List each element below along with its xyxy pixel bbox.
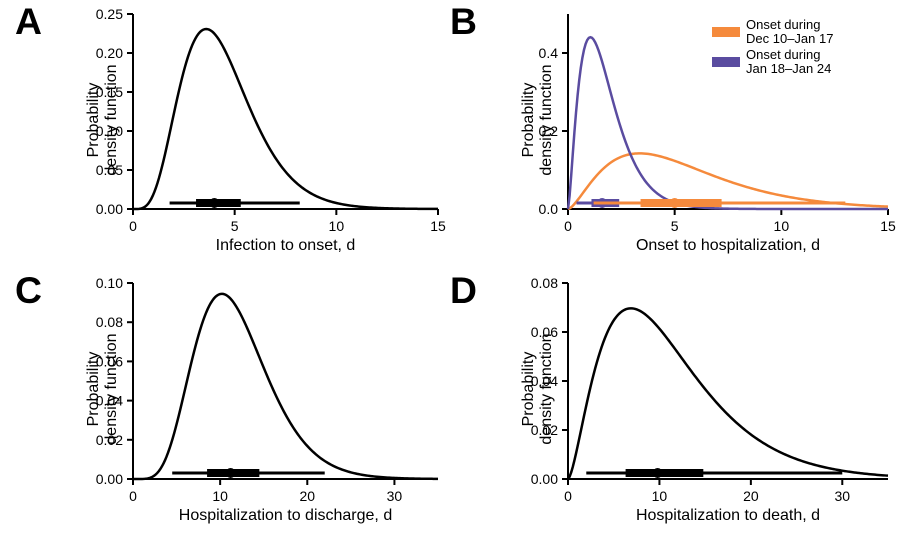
legend-B: Onset duringDec 10–Jan 17Onset duringJan… <box>712 18 833 78</box>
xlabel-D: Hospitalization to death, d <box>568 507 888 525</box>
svg-text:0.00: 0.00 <box>531 471 558 487</box>
legend-item: Onset duringDec 10–Jan 17 <box>712 18 833 46</box>
svg-text:0: 0 <box>129 218 137 234</box>
svg-text:30: 30 <box>387 488 403 504</box>
legend-swatch <box>712 27 740 37</box>
svg-text:5: 5 <box>671 218 679 234</box>
svg-text:20: 20 <box>743 488 759 504</box>
svg-text:5: 5 <box>231 218 239 234</box>
svg-text:30: 30 <box>834 488 850 504</box>
plot-svg-C: 01020300.000.020.040.060.080.10 <box>15 269 450 539</box>
svg-text:0: 0 <box>129 488 137 504</box>
panel-letter-B: B <box>450 0 477 43</box>
svg-text:10: 10 <box>774 218 790 234</box>
svg-text:0.0: 0.0 <box>539 201 559 217</box>
svg-text:0.4: 0.4 <box>539 45 559 61</box>
svg-text:15: 15 <box>880 218 896 234</box>
panel-B: B0510150.00.20.4Probabilitydensity funct… <box>450 0 900 269</box>
legend-swatch <box>712 57 740 67</box>
curve-C-pdf <box>133 294 438 479</box>
svg-text:0: 0 <box>564 218 572 234</box>
svg-text:20: 20 <box>299 488 315 504</box>
legend-label: Onset duringDec 10–Jan 17 <box>746 18 833 46</box>
panel-A: A0510150.000.050.100.150.200.25Probabili… <box>15 0 450 269</box>
ylabel-D: Probabilitydensity function <box>520 329 556 449</box>
svg-text:0.08: 0.08 <box>531 275 558 291</box>
figure-grid: A0510150.000.050.100.150.200.25Probabili… <box>0 0 900 539</box>
plot-svg-D: 01020300.000.020.040.060.08 <box>450 269 900 539</box>
svg-text:0.00: 0.00 <box>96 201 123 217</box>
panel-C: C01020300.000.020.040.060.080.10Probabil… <box>15 269 450 539</box>
svg-text:10: 10 <box>212 488 228 504</box>
panel-D: D01020300.000.020.040.060.08Probabilityd… <box>450 269 900 539</box>
legend-label: Onset duringJan 18–Jan 24 <box>746 48 831 76</box>
svg-text:15: 15 <box>430 218 446 234</box>
svg-text:0.20: 0.20 <box>96 45 123 61</box>
ylabel-A: Probabilitydensity function <box>85 60 121 180</box>
svg-text:0: 0 <box>564 488 572 504</box>
svg-text:0.00: 0.00 <box>96 471 123 487</box>
axes-D <box>568 283 888 479</box>
panel-letter-D: D <box>450 269 477 312</box>
axes-C <box>133 283 438 479</box>
axes-A <box>133 14 438 209</box>
xlabel-B: Onset to hospitalization, d <box>568 237 888 255</box>
svg-text:0.10: 0.10 <box>96 275 123 291</box>
panel-letter-C: C <box>15 269 42 312</box>
svg-text:0.25: 0.25 <box>96 6 123 22</box>
ylabel-B: Probabilitydensity function <box>520 60 556 180</box>
curve-A-pdf <box>133 29 438 209</box>
panel-letter-A: A <box>15 0 42 43</box>
legend-item: Onset duringJan 18–Jan 24 <box>712 48 833 76</box>
svg-text:0.08: 0.08 <box>96 314 123 330</box>
xlabel-C: Hospitalization to discharge, d <box>133 507 438 525</box>
svg-text:10: 10 <box>652 488 668 504</box>
plot-svg-A: 0510150.000.050.100.150.200.25 <box>15 0 450 269</box>
svg-text:10: 10 <box>329 218 345 234</box>
curve-D-pdf <box>568 308 888 479</box>
xlabel-A: Infection to onset, d <box>133 237 438 255</box>
ylabel-C: Probabilitydensity function <box>85 329 121 449</box>
